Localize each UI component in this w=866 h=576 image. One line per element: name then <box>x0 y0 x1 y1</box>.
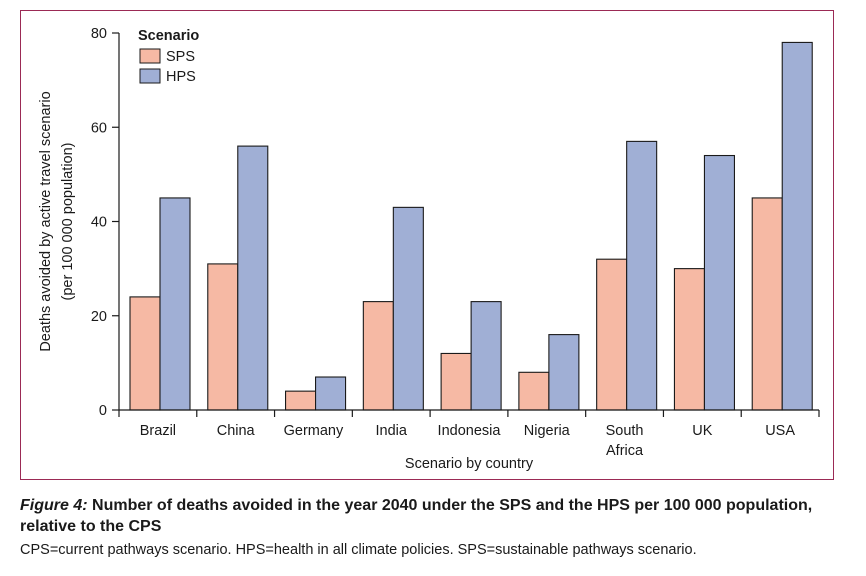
legend-title: Scenario <box>138 28 199 44</box>
x-tick-label-germany: Germany <box>284 423 344 439</box>
x-tick-label-line: China <box>217 423 256 439</box>
x-tick-label-south-africa: South Africa <box>606 423 644 459</box>
bar-sps-nigeria <box>518 371 550 411</box>
bar-hps-south-africa <box>626 140 658 411</box>
bar-hps-usa <box>781 41 813 411</box>
figure-title: Number of deaths avoided in the year 204… <box>20 497 813 535</box>
x-tick-label-brazil: Brazil <box>140 423 176 439</box>
y-axis-label-line-1: Deaths avoided by active travel scenario <box>38 91 54 351</box>
bar-sps-usa <box>751 197 783 411</box>
x-tick-label-usa: USA <box>765 423 795 439</box>
legend: Scenario SPS HPS <box>138 28 199 85</box>
legend-swatch-sps <box>139 48 161 64</box>
labels-layer: 0 20 40 60 80 Brazil China Germany India Indonesi… <box>38 26 795 472</box>
y-tick-label: 0 <box>99 403 107 419</box>
bar-sps-china <box>207 263 239 411</box>
x-tick-label-line: Brazil <box>140 423 176 439</box>
axes-layer <box>112 32 820 417</box>
bar-sps-india <box>362 301 394 411</box>
x-tick-label-line: Germany <box>284 423 344 439</box>
legend-label-sps: SPS <box>166 49 195 65</box>
bar-hps-china <box>237 145 269 411</box>
x-tick-label-nigeria: Nigeria <box>524 423 571 439</box>
x-tick-label-indonesia: Indonesia <box>438 423 502 439</box>
bar-sps-uk <box>673 268 705 411</box>
x-tick-label-line: USA <box>765 423 795 439</box>
x-tick-label-india: India <box>375 423 407 439</box>
bar-hps-uk <box>703 154 735 411</box>
y-tick-label: 80 <box>91 26 107 42</box>
bar-sps-south-africa <box>596 258 628 411</box>
x-tick-label-china: China <box>217 423 256 439</box>
bar-hps-indonesia <box>470 301 502 411</box>
x-tick-label-line: South <box>606 423 644 439</box>
y-tick-label: 60 <box>91 120 107 136</box>
bar-sps-germany <box>285 390 317 411</box>
bar-chart: 0 20 40 60 80 Brazil China Germany India Indonesi… <box>38 26 820 472</box>
figure-label: Figure 4: <box>20 497 88 514</box>
x-tick-label-line: Nigeria <box>524 423 571 439</box>
x-tick-label-line: India <box>375 423 407 439</box>
y-tick-label: 40 <box>91 215 107 231</box>
bar-hps-nigeria <box>548 334 580 411</box>
y-axis-label-line-2: (per 100 000 population) <box>60 142 76 300</box>
legend-swatch-hps <box>139 68 161 84</box>
legend-label-hps: HPS <box>166 69 196 85</box>
x-axis-label: Scenario by country <box>405 456 534 472</box>
x-tick-label-line: Indonesia <box>438 423 502 439</box>
bar-sps-brazil <box>129 296 161 411</box>
bar-sps-indonesia <box>440 352 472 411</box>
bars-layer <box>129 41 813 411</box>
y-tick-label: 20 <box>91 309 107 325</box>
x-tick-label-uk: UK <box>692 423 712 439</box>
bar-hps-brazil <box>159 197 191 411</box>
bar-hps-india <box>392 206 424 411</box>
figure-frame <box>20 10 834 480</box>
x-tick-label-line: UK <box>692 423 712 439</box>
bar-hps-germany <box>315 376 347 411</box>
figure-caption-note: CPS=current pathways scenario. HPS=healt… <box>20 542 697 558</box>
x-tick-label-line: Africa <box>606 443 644 459</box>
figure-caption-title: Figure 4: Number of deaths avoided in th… <box>20 495 820 537</box>
